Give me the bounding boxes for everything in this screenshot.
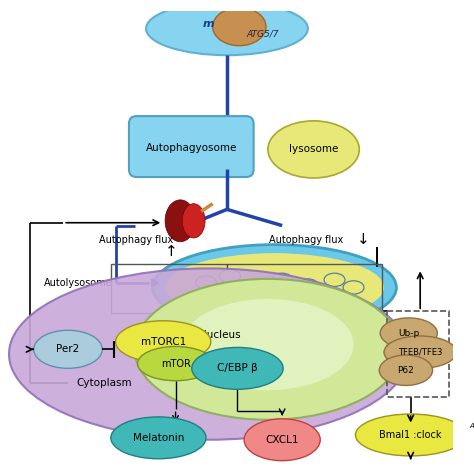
- Text: Autophagy flux: Autophagy flux: [100, 235, 173, 245]
- Text: TFEB/TFE3: TFEB/TFE3: [398, 347, 442, 356]
- Text: mTORC1: mTORC1: [141, 337, 186, 346]
- Text: ↓: ↓: [357, 232, 369, 247]
- Text: Bmal1 :clock: Bmal1 :clock: [379, 430, 442, 440]
- Text: ATG5/7: ATG5/7: [247, 30, 279, 39]
- Text: Ac: Ac: [469, 423, 474, 429]
- Ellipse shape: [182, 204, 205, 238]
- Text: Ub-p: Ub-p: [398, 328, 419, 337]
- Ellipse shape: [111, 417, 206, 459]
- Ellipse shape: [182, 299, 354, 390]
- Ellipse shape: [384, 336, 456, 368]
- Ellipse shape: [192, 347, 283, 389]
- Ellipse shape: [213, 8, 266, 46]
- Text: ↑: ↑: [164, 244, 177, 259]
- Bar: [111, 264, 382, 313]
- Ellipse shape: [268, 121, 359, 178]
- Text: C/EBP β: C/EBP β: [217, 364, 258, 374]
- Text: Autophagy flux: Autophagy flux: [269, 235, 343, 245]
- Ellipse shape: [244, 419, 320, 461]
- Ellipse shape: [135, 279, 401, 420]
- Text: Autolysosome: Autolysosome: [44, 278, 113, 288]
- Text: lysosome: lysosome: [289, 145, 338, 155]
- Ellipse shape: [460, 414, 474, 439]
- Text: Nucleus: Nucleus: [200, 330, 241, 340]
- Text: Cytoplasm: Cytoplasm: [76, 378, 132, 388]
- Ellipse shape: [9, 268, 409, 440]
- Text: Per2: Per2: [56, 344, 80, 354]
- Text: CXCL1: CXCL1: [265, 435, 299, 445]
- Ellipse shape: [165, 200, 196, 242]
- Ellipse shape: [146, 2, 308, 55]
- Text: Melatonin: Melatonin: [133, 433, 184, 443]
- Ellipse shape: [379, 355, 433, 385]
- Ellipse shape: [116, 321, 211, 363]
- Ellipse shape: [356, 414, 466, 456]
- Ellipse shape: [165, 253, 384, 322]
- FancyBboxPatch shape: [129, 116, 254, 177]
- Text: P62: P62: [398, 366, 414, 375]
- Text: mTOR: mTOR: [161, 359, 191, 369]
- Bar: [387, 311, 449, 397]
- Ellipse shape: [380, 318, 438, 348]
- Text: Autophagyosome: Autophagyosome: [146, 143, 237, 153]
- Text: m: m: [203, 19, 215, 29]
- Ellipse shape: [137, 346, 214, 381]
- Ellipse shape: [34, 330, 102, 368]
- Ellipse shape: [153, 245, 396, 330]
